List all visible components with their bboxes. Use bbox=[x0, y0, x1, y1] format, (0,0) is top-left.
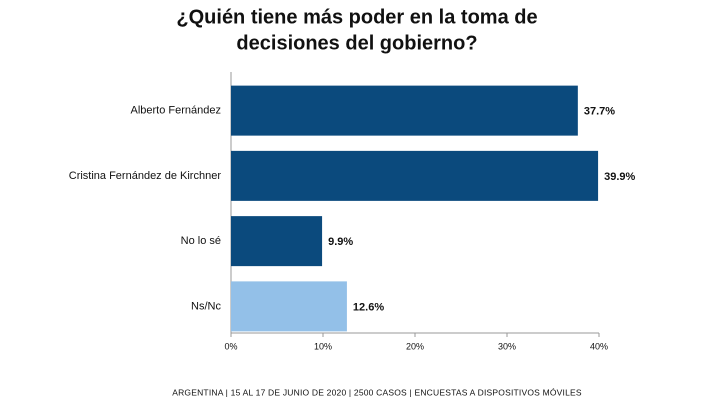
x-tick-label: 20% bbox=[406, 341, 424, 351]
value-label: 9.9% bbox=[328, 236, 353, 248]
y-tick-label: No lo sé bbox=[181, 235, 221, 247]
y-tick-label: Alberto Fernández bbox=[131, 105, 222, 117]
footer: ARGENTINA | 15 AL 17 DE JUNIO DE 2020 | … bbox=[172, 387, 582, 397]
y-tick-label: Cristina Fernández de Kirchner bbox=[69, 170, 222, 182]
bar bbox=[231, 85, 578, 136]
value-label: 12.6% bbox=[353, 301, 384, 313]
value-label: 39.9% bbox=[604, 171, 635, 183]
x-tick-label: 30% bbox=[498, 341, 516, 351]
bar bbox=[231, 150, 599, 201]
bar bbox=[231, 216, 323, 267]
chart-title: ¿Quién tiene más poder en la toma de bbox=[176, 6, 537, 28]
x-tick-label: 0% bbox=[224, 341, 237, 351]
chart-title: decisiones del gobierno? bbox=[236, 32, 477, 54]
x-tick-label: 40% bbox=[590, 341, 608, 351]
x-tick-label: 10% bbox=[314, 341, 332, 351]
bar bbox=[231, 281, 347, 332]
value-label: 37.7% bbox=[584, 106, 615, 118]
y-tick-label: Ns/Nc bbox=[191, 300, 221, 312]
